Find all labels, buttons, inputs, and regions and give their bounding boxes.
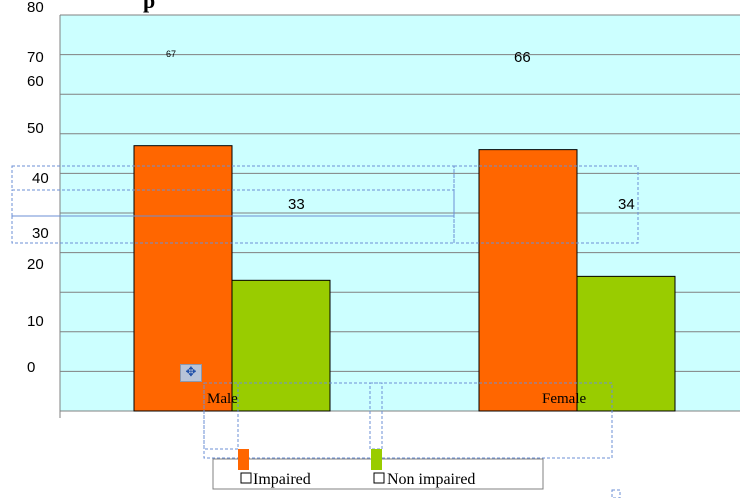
y-tick-label: 0 [27,359,35,376]
selection-frame-6 [203,382,239,450]
category-label-female: Female [542,391,586,407]
selection-frame-4 [453,165,639,244]
legend-label-non-impaired: Non impaired [387,471,475,488]
legend-label-impaired: Impaired [253,471,311,488]
selection-frame-7 [369,382,383,450]
data-label: 34 [618,196,635,213]
legend-swatch-impaired [238,449,249,470]
data-label: 67 [166,49,176,59]
selection-frame-3 [11,215,455,244]
selection-frame-5 [203,382,613,459]
y-tick-label: 10 [27,313,44,330]
data-label: 33 [288,196,305,213]
bar-male-non-impaired[interactable] [231,279,331,412]
chart-title-fragment: p [143,0,156,13]
bar-female-impaired[interactable] [478,149,578,412]
y-tick-label: 40 [32,170,49,187]
selection-frame-8 [611,489,621,498]
bars [133,145,676,412]
data-label: 66 [514,49,531,66]
y-tick-label: 60 [27,73,44,90]
category-label-male: Male [207,391,238,407]
legend-checkbox-non-impaired[interactable] [373,472,385,484]
legend[interactable]: Impaired Non impaired [212,449,544,490]
legend-checkbox-impaired[interactable] [240,472,252,484]
y-tick-labels: 80 70 60 50 40 30 20 10 0 [27,0,49,376]
y-tick-label: 20 [27,256,44,273]
data-labels: 67 33 66 34 [166,49,635,213]
bar-female-non-impaired[interactable] [576,275,676,412]
legend-swatch-non-impaired [371,449,382,470]
move-cross-icon[interactable]: ✥ [180,364,202,382]
y-tick-label: 70 [27,49,44,66]
y-tick-label: 30 [32,225,49,242]
y-tick-label: 80 [27,0,44,16]
y-tick-label: 50 [27,120,44,137]
selection-overlays [11,165,639,498]
